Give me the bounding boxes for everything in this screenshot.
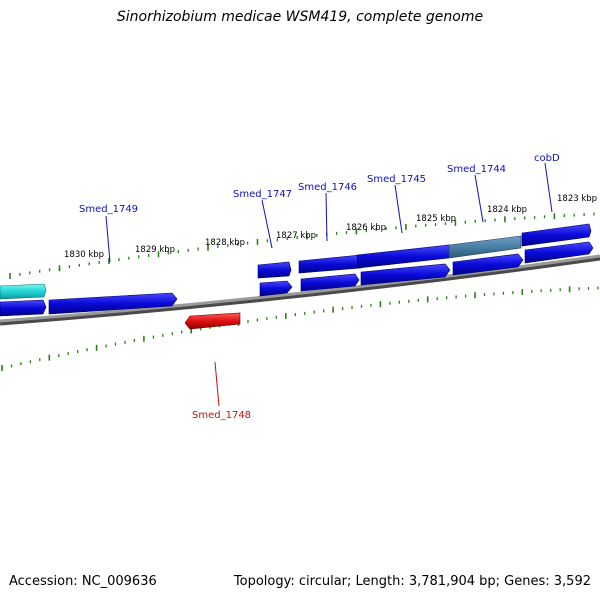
lower-tick-row: [1, 286, 599, 371]
leader-smed-1749: [105, 215, 111, 263]
scale-label-1825: 1825 kbp: [416, 214, 456, 224]
forward-gene-row-inner: [0, 241, 594, 317]
gene-label-smed-1745[interactable]: Smed_1745: [367, 174, 426, 185]
leader-smed-1744: [474, 174, 484, 223]
gene-smed-1747-outer[interactable]: [257, 261, 292, 279]
leader-smed-1746: [325, 192, 328, 242]
gene-cobd-inner[interactable]: [524, 241, 594, 264]
scale-labels: 1823 kbp 1824 kbp 1825 kbp 1826 kbp 1827…: [64, 194, 597, 260]
gene-smed-1744-outer[interactable]: [448, 235, 522, 259]
map-title: Sinorhizobium medicae WSM419, complete g…: [116, 9, 484, 25]
gene-smed-1749[interactable]: [48, 292, 178, 315]
leader-smed-1748: [214, 361, 220, 407]
gene-smed-1748[interactable]: [184, 312, 241, 330]
gene-leader-lines: [105, 162, 553, 407]
gene-smed-1744-inner[interactable]: [452, 253, 524, 276]
gene-label-smed-1746[interactable]: Smed_1746: [298, 182, 357, 193]
topology-label: Topology: circular; Length: 3,781,904 bp…: [233, 574, 591, 589]
backbone-shadow: [0, 255, 600, 326]
gene-smed-1746-inner[interactable]: [300, 273, 360, 292]
gene-label-cobd[interactable]: cobD: [534, 153, 560, 164]
gene-left-fragment[interactable]: [0, 299, 47, 317]
forward-gene-row-outer: [257, 223, 592, 279]
scale-label-1826: 1826 kbp: [346, 223, 386, 233]
gene-cyan-fragment[interactable]: [0, 283, 47, 300]
gene-smed-1746-outer[interactable]: [298, 254, 364, 274]
scale-label-1824: 1824 kbp: [487, 205, 527, 215]
leader-cobd: [544, 162, 553, 213]
gene-label-smed-1749[interactable]: Smed_1749: [79, 204, 138, 215]
scale-label-1828: 1828 kbp: [205, 238, 245, 248]
scale-label-1829: 1829 kbp: [135, 245, 175, 255]
accession-label: Accession: NC_009636: [9, 574, 157, 589]
gene-labels: cobD Smed_1744 Smed_1745 Smed_1746 Smed_…: [79, 153, 560, 421]
gene-label-smed-1747[interactable]: Smed_1747: [233, 189, 292, 200]
gene-smed-1747-inner[interactable]: [259, 280, 293, 297]
gene-label-smed-1744[interactable]: Smed_1744: [447, 164, 506, 175]
gene-smed-1745-inner[interactable]: [360, 263, 451, 286]
gene-cobd-outer[interactable]: [521, 223, 592, 247]
upper-tick-row: [9, 212, 595, 279]
leader-smed-1747: [261, 199, 273, 249]
scale-label-1823: 1823 kbp: [557, 194, 597, 204]
scale-label-1827: 1827 kbp: [276, 231, 316, 241]
scale-label-1830: 1830 kbp: [64, 250, 104, 260]
leader-smed-1745: [394, 184, 403, 234]
gene-label-smed-1748[interactable]: Smed_1748: [192, 410, 251, 421]
